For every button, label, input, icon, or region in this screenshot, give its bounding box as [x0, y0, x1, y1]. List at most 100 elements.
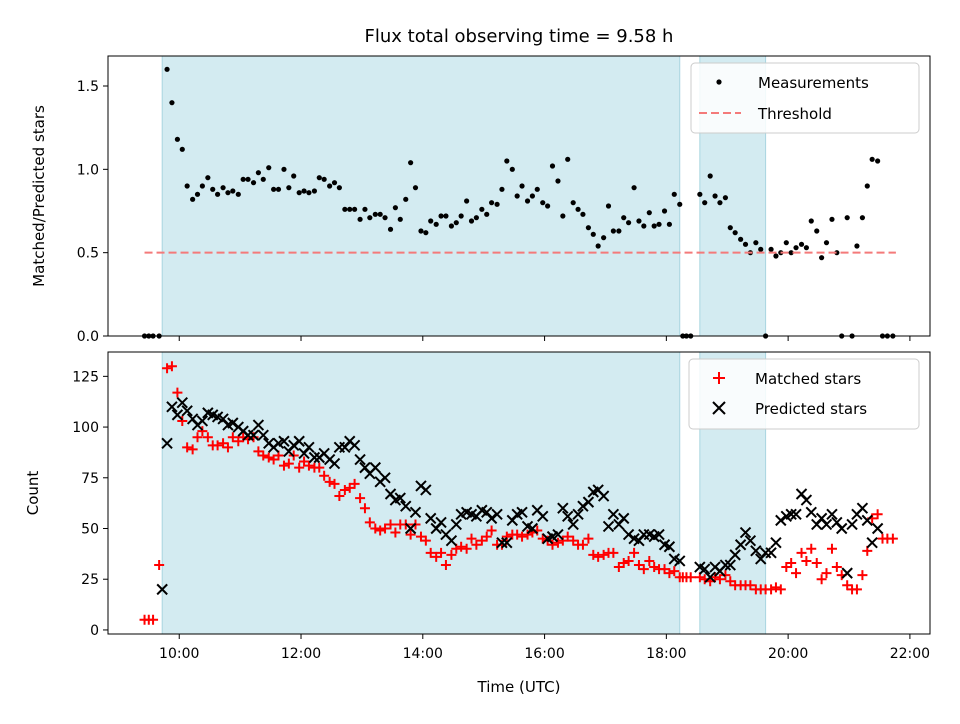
data-point	[567, 518, 579, 531]
data-point	[205, 175, 211, 181]
data-point	[649, 562, 660, 573]
data-point	[354, 453, 366, 466]
data-point	[222, 442, 233, 453]
data-point	[192, 432, 203, 443]
data-point	[798, 241, 805, 247]
legend-marker-matched-stars	[713, 372, 725, 384]
data-point	[316, 175, 322, 181]
series-measurements	[141, 66, 896, 339]
data-point	[288, 439, 300, 452]
y-tick-label: 125	[72, 369, 99, 385]
data-point	[805, 506, 817, 518]
legend-label-measurements: Measurements	[758, 74, 869, 92]
data-point	[793, 245, 799, 251]
data-point	[580, 211, 586, 217]
data-point	[375, 525, 386, 536]
data-point	[663, 541, 676, 553]
data-point	[263, 452, 274, 463]
data-point	[734, 539, 747, 551]
data-point	[357, 216, 363, 222]
data-point	[607, 508, 620, 521]
data-point	[644, 555, 655, 566]
data-point	[210, 186, 216, 192]
data-point	[742, 241, 749, 247]
data-point	[588, 549, 599, 560]
data-point	[252, 419, 265, 431]
data-point	[773, 253, 779, 259]
data-point	[314, 462, 325, 473]
data-point	[552, 528, 564, 541]
data-point	[516, 506, 528, 518]
data-point	[738, 236, 744, 242]
data-point	[306, 190, 312, 196]
y-ticks: 0 25 50 75 100 125	[72, 369, 108, 639]
y-tick-label: 25	[81, 572, 99, 588]
data-point	[514, 193, 520, 199]
data-point	[854, 243, 860, 249]
data-point	[549, 163, 556, 169]
data-point	[174, 136, 181, 142]
data-point	[271, 186, 277, 192]
data-point	[281, 166, 287, 172]
data-point	[744, 534, 757, 547]
data-point	[560, 213, 566, 219]
data-point	[148, 614, 159, 625]
data-point	[719, 559, 732, 571]
data-point	[529, 193, 535, 199]
data-point	[540, 200, 546, 206]
data-point	[311, 188, 318, 194]
data-point	[685, 572, 696, 583]
panel-ratio: 0.0 0.5 1.0 1.5 Matched/Predicted stars Mea…	[30, 55, 931, 345]
data-point	[808, 218, 814, 224]
data-point	[831, 562, 842, 573]
data-point	[788, 250, 794, 256]
data-point	[869, 156, 875, 162]
y-tick-label: 1.5	[77, 79, 99, 95]
data-point	[296, 190, 302, 196]
data-point	[758, 246, 764, 252]
data-point	[347, 206, 353, 212]
data-point	[608, 547, 619, 558]
data-point	[622, 528, 635, 541]
data-point	[562, 531, 573, 542]
data-point	[636, 218, 642, 224]
data-point	[336, 185, 342, 191]
data-point	[790, 508, 802, 521]
data-point	[355, 493, 366, 504]
data-point	[308, 451, 321, 464]
data-point	[450, 518, 462, 531]
data-point	[629, 547, 640, 558]
data-point	[303, 441, 315, 454]
y-tick-label: 50	[81, 522, 99, 538]
data-point	[526, 522, 539, 535]
data-point	[552, 537, 563, 548]
data-point	[247, 429, 260, 441]
y-tick-label: 0.0	[77, 329, 99, 345]
x-ticks	[178, 634, 911, 639]
data-point	[227, 432, 238, 443]
data-point	[293, 435, 305, 447]
data-point	[565, 156, 571, 162]
data-point	[423, 230, 429, 236]
data-point	[433, 221, 439, 227]
data-point	[677, 201, 683, 207]
plot-series	[139, 361, 898, 625]
data-point	[436, 547, 447, 558]
data-point	[887, 533, 898, 544]
data-point	[851, 584, 862, 595]
data-point	[610, 228, 616, 234]
data-point	[575, 206, 581, 212]
data-point	[501, 536, 513, 549]
data-point	[583, 533, 594, 544]
data-point	[820, 518, 833, 531]
data-point	[537, 533, 548, 544]
x-tick-label: 18:00	[646, 646, 686, 662]
data-point	[235, 191, 241, 197]
data-point	[453, 220, 459, 226]
data-point	[557, 502, 569, 514]
data-point	[199, 183, 205, 189]
data-point	[154, 560, 165, 571]
data-point	[220, 185, 226, 191]
data-point	[182, 442, 193, 453]
data-point	[517, 531, 528, 542]
